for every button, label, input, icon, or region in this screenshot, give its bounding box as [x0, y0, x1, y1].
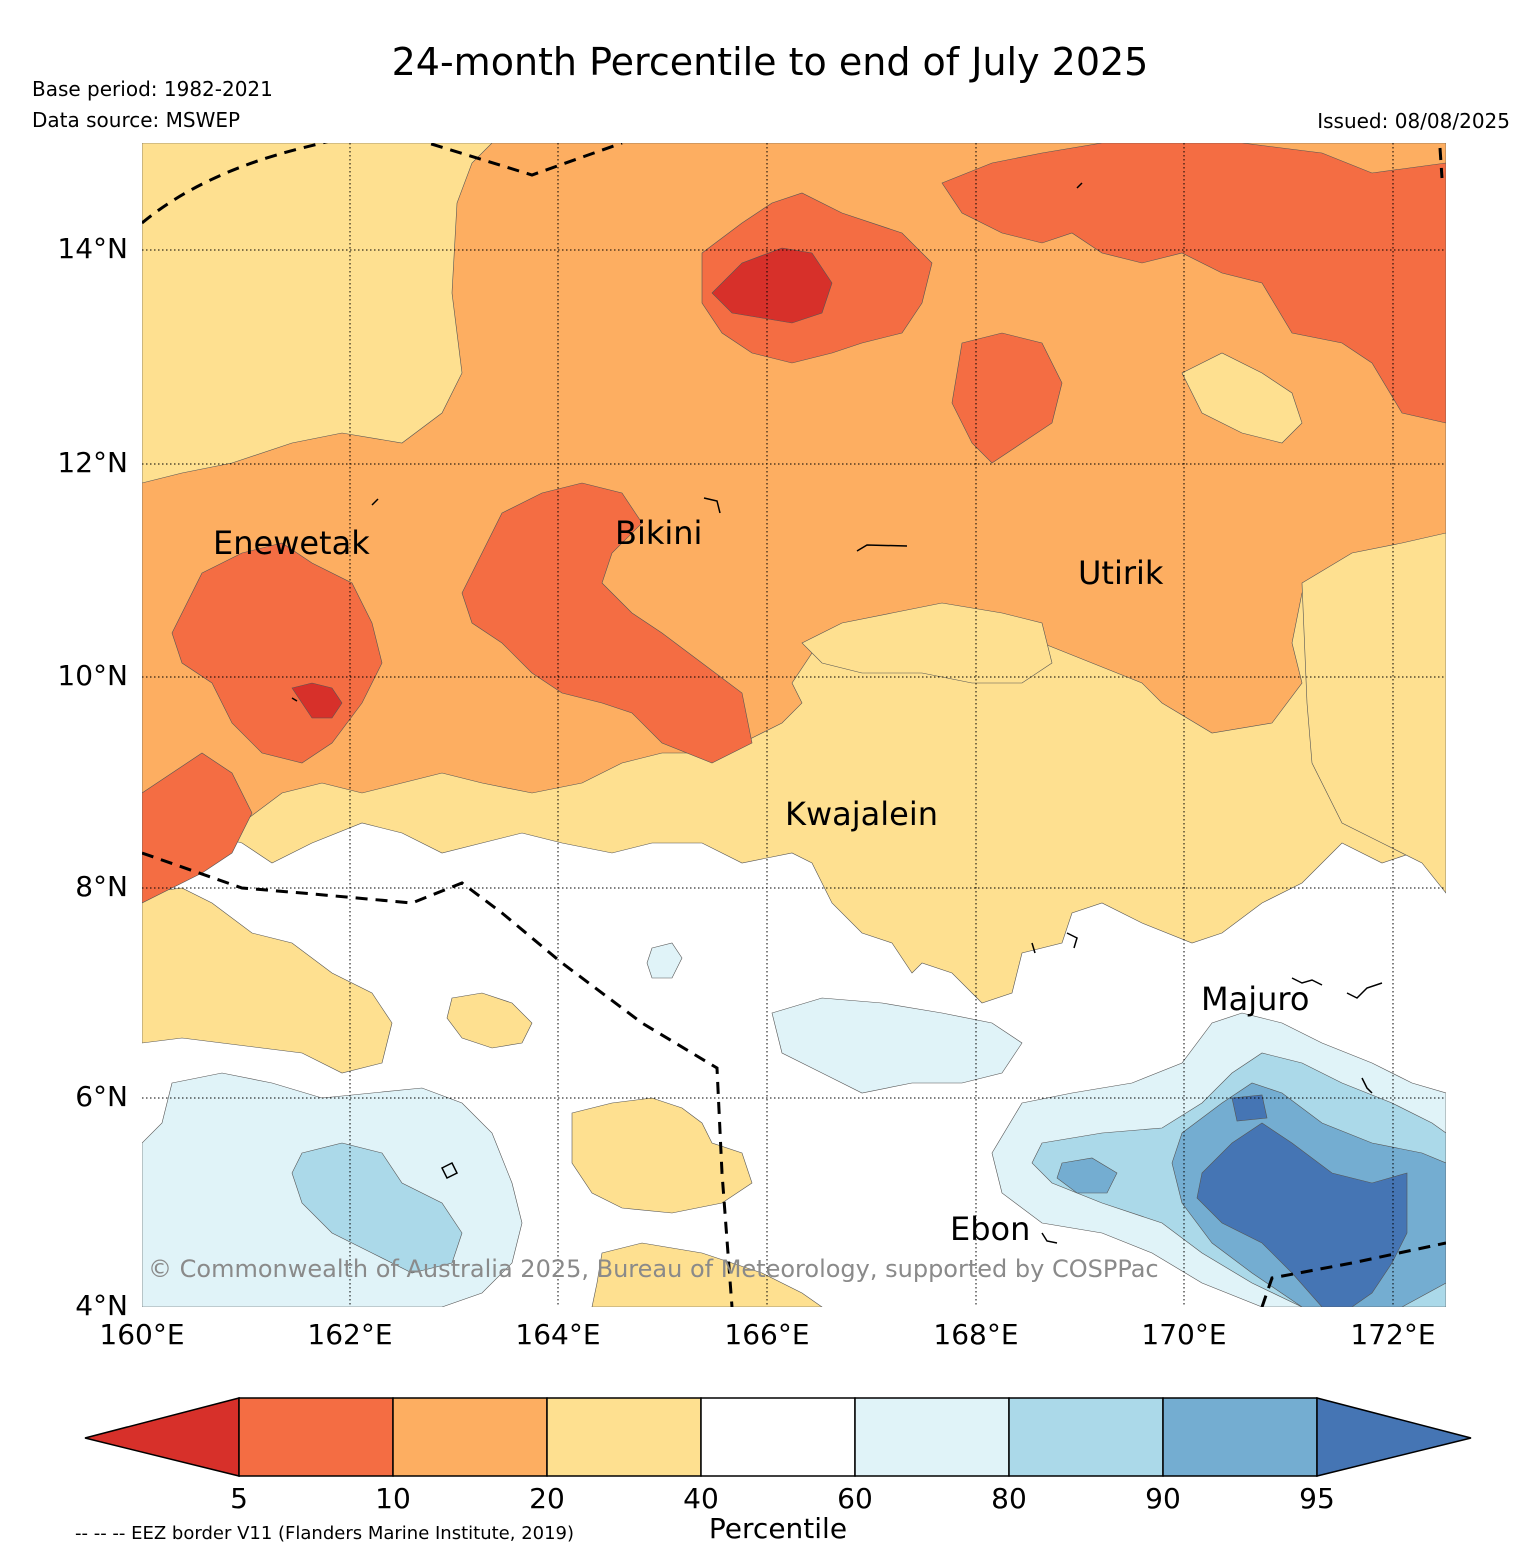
percentile-map: [142, 143, 1446, 1307]
lat-label-8n: 8°N: [75, 870, 128, 903]
place-label-majuro: Majuro: [1201, 980, 1310, 1018]
lon-label-170e: 170°E: [1141, 1318, 1227, 1351]
colorbar-tick-10: 10: [375, 1482, 411, 1515]
region-90-95-small: [1056, 1157, 1118, 1194]
place-label-utirik: Utirik: [1078, 554, 1164, 592]
place-label-bikini: Bikini: [615, 514, 703, 552]
lat-label-6n: 6°N: [75, 1080, 128, 1113]
region-60-80-small: [646, 942, 683, 979]
region-5-10-west: [142, 752, 253, 904]
lon-label-162e: 162°E: [307, 1318, 393, 1351]
base-period: Base period: 1982-2021: [32, 77, 273, 101]
graticule: [142, 143, 1446, 1307]
colorbar-tick-60: 60: [837, 1482, 873, 1515]
copyright-notice: © Commonwealth of Australia 2025, Bureau…: [148, 1255, 1159, 1283]
region-below-5-north: [711, 247, 833, 324]
region-20-40-central-south: [571, 1097, 753, 1214]
colorbar-bin-90-95: [1162, 1397, 1318, 1477]
region-20-40-southwest: [142, 887, 393, 1074]
issued-date: Issued: 08/08/2025: [1317, 109, 1510, 133]
map-title: 24-month Percentile to end of July 2025: [391, 40, 1149, 84]
lon-label-172e: 172°E: [1350, 1318, 1436, 1351]
region-20-40-sw-blob: [446, 992, 533, 1049]
colorbar-tick-5: 5: [230, 1482, 248, 1515]
place-label-ebon: Ebon: [950, 1210, 1031, 1248]
colorbar-label: Percentile: [708, 1512, 848, 1545]
lat-label-12n: 12°N: [57, 446, 128, 479]
colorbar-bin-40-60: [700, 1397, 856, 1477]
colorbar-tick-80: 80: [991, 1482, 1027, 1515]
colorbar-extend-low: [84, 1397, 240, 1477]
data-source: Data source: MSWEP: [32, 108, 241, 132]
colorbar-tick-90: 90: [1145, 1482, 1181, 1515]
colorbar-tick-40: 40: [683, 1482, 719, 1515]
region-above-95: [1196, 1122, 1408, 1307]
lon-label-168e: 168°E: [933, 1318, 1019, 1351]
eez-border-note: -- -- -- EEZ border V11 (Flanders Marine…: [75, 1523, 575, 1544]
lat-label-4n: 4°N: [75, 1289, 128, 1322]
colorbar-bin-60-80: [854, 1397, 1010, 1477]
colorbar-bin-20-40: [546, 1397, 702, 1477]
region-5-10-central: [951, 332, 1063, 464]
eez-borders: [142, 143, 1446, 1307]
lat-label-14n: 14°N: [57, 232, 128, 265]
region-20-40-bottom: [591, 1242, 823, 1307]
colorbar-extend-high: [1316, 1397, 1472, 1477]
atoll-outlines: [291, 182, 1383, 1244]
lon-label-164e: 164°E: [515, 1318, 601, 1351]
lon-label-160e: 160°E: [99, 1318, 185, 1351]
percentile-colorbar: [80, 1392, 1480, 1486]
region-5-10-northeast: [941, 143, 1446, 424]
region-20-40-ne-pocket: [1181, 352, 1303, 444]
region-20-40-east: [1301, 532, 1446, 894]
region-above-95-patch: [1231, 1094, 1268, 1122]
place-label-kwajalein: Kwajalein: [785, 795, 939, 833]
place-label-enewetak: Enewetak: [213, 524, 370, 562]
colorbar-bin-5-10: [238, 1397, 394, 1477]
colorbar-tick-20: 20: [529, 1482, 565, 1515]
region-5-10-bikini: [461, 482, 753, 764]
region-below-5-enewetak: [291, 682, 343, 719]
colorbar-bin-80-90: [1008, 1397, 1164, 1477]
colorbar-bin-10-20: [392, 1397, 548, 1477]
lat-label-10n: 10°N: [57, 659, 128, 692]
region-60-80-center: [771, 997, 1023, 1094]
region-20-40-center: [801, 602, 1053, 684]
lon-label-166e: 166°E: [724, 1318, 810, 1351]
region-80-90-southwest: [291, 1142, 463, 1274]
colorbar-tick-95: 95: [1299, 1482, 1335, 1515]
